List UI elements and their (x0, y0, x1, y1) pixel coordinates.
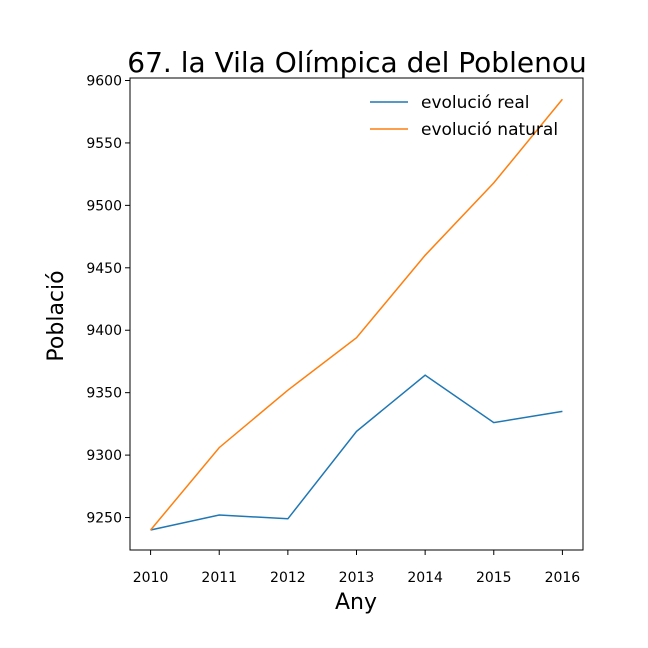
y-axis: 9250 9300 9350 9400 9450 9500 9550 9600 (86, 73, 130, 527)
series-line-1 (150, 374, 563, 531)
x-tick-label: 2013 (339, 570, 375, 586)
x-tick-label: 2015 (476, 570, 512, 586)
y-tick-label: 9250 (86, 511, 122, 527)
y-tick-label: 9450 (86, 261, 122, 277)
x-axis-label: Any (335, 590, 377, 615)
x-tick-label: 2014 (407, 570, 443, 586)
y-tick-label: 9300 (86, 448, 122, 464)
series-line-2 (150, 98, 563, 531)
legend: evolució real evolució natural (370, 93, 558, 140)
plot-area (129, 77, 584, 551)
y-tick-label: 9350 (86, 386, 122, 402)
y-tick-label: 9600 (86, 73, 122, 89)
y-axis-label: Població (44, 270, 69, 361)
x-tick-label: 2012 (270, 570, 306, 586)
y-tick-label: 9500 (86, 198, 122, 214)
x-axis: 2010 2011 2012 2013 2014 2015 2016 (133, 550, 581, 586)
x-tick-label: 2010 (133, 570, 169, 586)
y-tick-label: 9400 (86, 323, 122, 339)
legend-label: evolució real (421, 93, 530, 113)
y-tick-label: 9550 (86, 136, 122, 152)
chart-title: 67. la Vila Olímpica del Poblenou (127, 46, 586, 79)
x-tick-label: 2011 (201, 570, 237, 586)
legend-label: evolució natural (421, 120, 558, 140)
series-layer (150, 98, 563, 531)
x-tick-label: 2016 (545, 570, 581, 586)
